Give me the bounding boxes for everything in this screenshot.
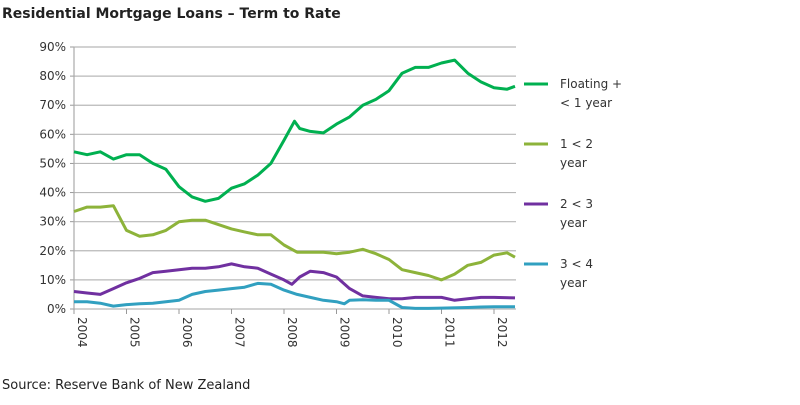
source-note: Source: Reserve Bank of New Zealand xyxy=(2,378,251,393)
x-tick-label: 2006 xyxy=(180,317,194,348)
y-tick-label: 30% xyxy=(39,215,66,229)
y-tick-label: 60% xyxy=(39,127,66,141)
legend-label: 2 < 3 xyxy=(560,197,593,211)
x-tick-label: 2012 xyxy=(495,317,509,348)
x-tick-label: 2008 xyxy=(285,317,299,348)
legend-label: Floating + xyxy=(560,77,622,91)
y-tick-label: 80% xyxy=(39,69,66,83)
legend-label: 1 < 2 xyxy=(560,137,593,151)
x-tick-label: 2007 xyxy=(233,317,247,348)
y-tick-label: 40% xyxy=(39,186,66,200)
x-tick-label: 2004 xyxy=(75,317,89,348)
y-tick-label: 70% xyxy=(39,98,66,112)
y-tick-label: 20% xyxy=(39,244,66,258)
series-line-3 xyxy=(73,262,516,302)
legend-label: year xyxy=(560,276,587,290)
x-tick-label: 2011 xyxy=(443,317,457,348)
series-line-1 xyxy=(73,58,516,203)
x-tick-label: 2010 xyxy=(390,317,404,348)
chart-title: Residential Mortgage Loans – Term to Rat… xyxy=(2,6,341,22)
y-tick-label: 50% xyxy=(39,156,66,170)
legend-label: < 1 year xyxy=(560,96,612,110)
legend-label: 3 < 4 xyxy=(560,257,593,271)
x-tick-label: 2009 xyxy=(338,317,352,348)
series-line-2 xyxy=(73,204,516,282)
legend-label: year xyxy=(560,156,587,170)
y-tick-label: 10% xyxy=(39,273,66,287)
y-tick-label: 90% xyxy=(39,40,66,54)
y-tick-label: 0% xyxy=(47,302,66,316)
legend-label: year xyxy=(560,216,587,230)
x-tick-label: 2005 xyxy=(128,317,142,348)
series-line-4 xyxy=(74,281,515,310)
